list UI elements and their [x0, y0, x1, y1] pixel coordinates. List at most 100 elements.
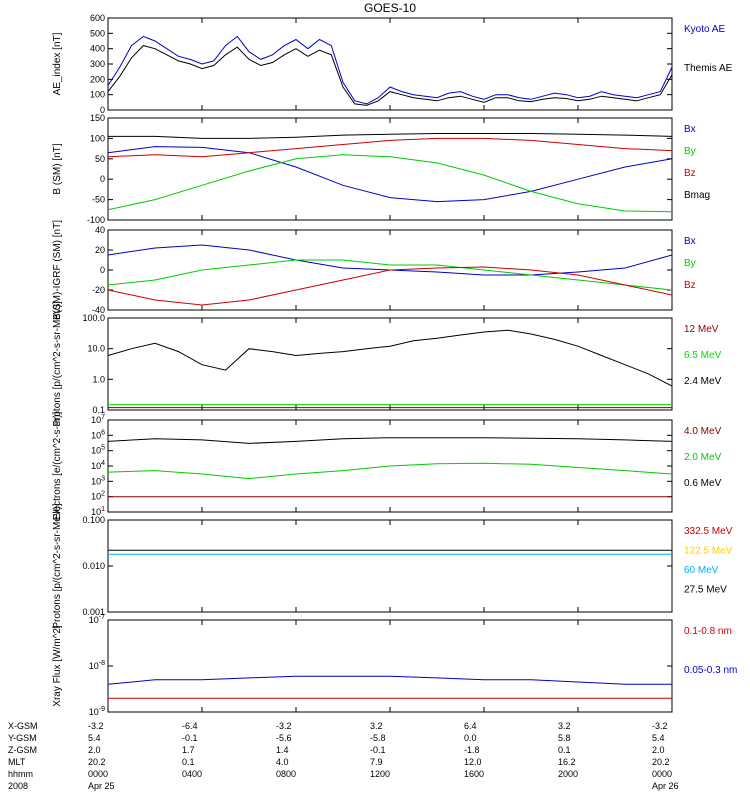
x-tick-label: 0000	[88, 769, 108, 779]
x-row-label: Z-GSM	[8, 745, 37, 755]
x-tick-label: 1.4	[276, 745, 289, 755]
x-tick-label: 6.4	[464, 721, 477, 731]
series-line	[107, 45, 673, 106]
x-tick-label: 0.0	[464, 733, 477, 743]
y-tick-label: 200	[90, 74, 105, 84]
legend-entry: 4.0 MeV	[684, 426, 722, 437]
y-tick-label: 0.100	[82, 515, 105, 525]
legend-entry: 332.5 MeV	[684, 526, 733, 537]
legend-entry: 6.5 MeV	[684, 350, 722, 361]
y-tick-label: 102	[91, 491, 105, 502]
y-tick-label: 0.001	[82, 607, 105, 617]
y-tick-label: 600	[90, 13, 105, 23]
legend-entry: 27.5 MeV	[684, 585, 727, 596]
series-line	[107, 462, 673, 480]
y-tick-label: 0.1	[92, 405, 105, 415]
legend-entry: By	[684, 258, 696, 269]
legend-entry: Bz	[684, 168, 696, 179]
x-tick-label: -3.2	[276, 721, 292, 731]
series-line	[107, 146, 673, 203]
x-row-label: Y-GSM	[8, 733, 37, 743]
x-tick-label: -1.8	[464, 745, 480, 755]
legend-entry: 122.5 MeV	[684, 546, 733, 557]
x-tick-label: -3.2	[88, 721, 104, 731]
legend-entry: By	[684, 146, 696, 157]
y-tick-label: -50	[92, 195, 105, 205]
x-tick-label: 5.4	[88, 733, 101, 743]
x-tick-label: 20.2	[652, 757, 670, 767]
legend-entry: 0.6 MeV	[684, 478, 722, 489]
series-line	[107, 329, 673, 387]
series-line	[108, 133, 673, 139]
x-tick-label: -5.6	[276, 733, 292, 743]
y-axis-label: AE_index [nT]	[52, 32, 63, 95]
x-tick-label: 1200	[370, 769, 390, 779]
legend-entry: 2.4 MeV	[684, 376, 722, 387]
x-tick-label: 0.1	[182, 757, 195, 767]
x-tick-label: 12.0	[464, 757, 482, 767]
legend-entry: Kyoto AE	[684, 24, 725, 35]
y-tick-label: 400	[90, 44, 105, 54]
y-tick-label: 10-9	[89, 706, 105, 717]
y-tick-label: 100	[90, 90, 105, 100]
series-line	[107, 154, 673, 213]
legend-entry: 0.1-0.8 nm	[684, 626, 732, 637]
x-tick-label: 0000	[652, 769, 672, 779]
x-tick-label: -0.1	[370, 745, 386, 755]
y-tick-label: 100	[90, 133, 105, 143]
x-tick-label: -3.2	[652, 721, 668, 731]
series-line	[107, 35, 673, 105]
plot-title: GOES-10	[364, 1, 416, 15]
y-tick-label: 0	[100, 105, 105, 115]
series-line	[107, 259, 673, 291]
legend-entry: 60 MeV	[684, 565, 719, 576]
x-row-label: hhmm	[8, 769, 33, 779]
y-axis-label: Protons [p/(cm^2-s-sr-MeV)]	[52, 301, 63, 426]
x-tick-label: Apr 25	[88, 781, 115, 791]
panel-frame	[107, 519, 673, 613]
y-tick-label: 50	[95, 154, 105, 164]
x-tick-label: 4.0	[276, 757, 289, 767]
x-row-label: MLT	[8, 757, 26, 767]
y-tick-label: 0.010	[82, 561, 105, 571]
legend-entry: 12 MeV	[684, 324, 719, 335]
x-tick-label: 1600	[464, 769, 484, 779]
y-tick-label: 20	[95, 245, 105, 255]
x-row-label: X-GSM	[8, 721, 38, 731]
y-tick-label: 101	[91, 506, 105, 517]
y-tick-label: 500	[90, 28, 105, 38]
x-tick-label: 2.0	[652, 745, 665, 755]
panel-frame	[107, 317, 673, 411]
y-tick-label: -40	[92, 305, 105, 315]
y-tick-label: 10.0	[87, 344, 105, 354]
y-tick-label: 107	[91, 414, 105, 425]
legend-entry: 0.05-0.3 nm	[684, 665, 737, 676]
y-axis-label: B (SM) [nT]	[52, 143, 63, 194]
x-tick-label: 2.0	[88, 745, 101, 755]
y-tick-label: 10-8	[89, 660, 105, 671]
y-axis-label: B(SM)-IGRF (SM) [nT]	[52, 220, 63, 320]
legend-entry: Bx	[684, 236, 696, 247]
x-tick-label: 2000	[558, 769, 578, 779]
x-tick-label: 0.1	[558, 745, 571, 755]
x-tick-label: 3.2	[558, 721, 571, 731]
y-tick-label: 104	[91, 460, 105, 471]
y-axis-label: Protons [p/(cm^2-s-sr-MeV)]	[52, 503, 63, 628]
series-line	[107, 137, 673, 158]
x-row-label: 2008	[8, 781, 28, 791]
y-tick-label: 10-7	[89, 614, 105, 625]
y-tick-label: 0	[100, 174, 105, 184]
x-tick-label: 5.4	[652, 733, 665, 743]
x-tick-label: -6.4	[182, 721, 198, 731]
x-tick-label: 0400	[182, 769, 202, 779]
y-tick-label: 105	[91, 445, 105, 456]
y-axis-label: Xray Flux [W/m^2]	[52, 625, 63, 707]
x-tick-label: 1.7	[182, 745, 195, 755]
y-tick-label: 40	[95, 225, 105, 235]
y-axis-label: Electrons [e/(cm^2-s-sr)]	[52, 411, 63, 520]
y-tick-label: 0	[100, 265, 105, 275]
y-tick-label: 150	[90, 113, 105, 123]
legend-entry: 2.0 MeV	[684, 452, 722, 463]
